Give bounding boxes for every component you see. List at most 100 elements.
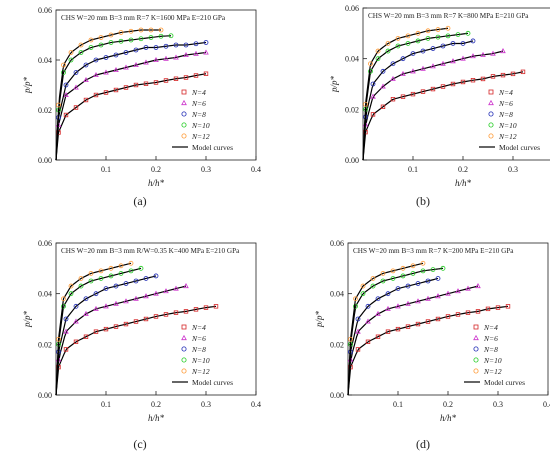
x-tick-label: 0.2 [458,165,468,174]
data-point [103,90,109,95]
data-point [440,84,446,89]
data-point [113,52,119,58]
legend-marker [181,334,187,341]
y-axis-label: p/p* [329,76,339,94]
model-curve [362,32,469,161]
legend: N=4 N=6 N=8 N=10 N=12 Model curves [172,88,233,152]
data-point [193,307,199,312]
data-point [88,270,94,276]
data-point [405,324,411,329]
data-point [63,82,69,88]
data-point [405,300,411,306]
data-point [385,41,391,46]
data-point [365,303,371,309]
data-point [93,329,99,334]
data-point [410,51,416,56]
y-tick-label: 0.00 [345,156,359,165]
data-point [68,57,74,63]
y-tick-label: 0.04 [38,56,52,65]
x-tick-label: 0.3 [201,165,211,174]
x-tick-label: 0.1 [408,165,418,174]
y-axis-label: p/p* [22,311,32,329]
data-point [83,76,89,82]
legend-label: Model curves [192,143,233,152]
x-axis-label: h/h* [148,413,165,423]
data-point [370,276,376,281]
data-point [400,265,406,271]
model-curve [347,267,444,396]
data-point [163,78,169,83]
data-point [430,63,436,69]
data-point [133,61,139,67]
data-point [375,310,381,316]
data-point [465,285,471,291]
legend-label: Model curves [499,143,540,152]
data-point [63,316,69,322]
data-point [68,50,74,55]
data-point [375,48,381,54]
data-point [395,36,401,41]
x-tick-label: 0.3 [493,400,503,409]
data-point [370,93,376,99]
data-point [203,49,209,55]
chart-panel-4: 0.00 0.02 0.04 0.06 0.1 0.2 0.3 0.4 p/p* h/h* CHS … [314,239,550,423]
data-point [435,293,441,299]
data-point [193,73,199,78]
data-point [363,101,368,107]
data-point [450,81,456,87]
x-tick-label: 0.4 [543,400,550,409]
data-point [103,303,109,309]
data-point [470,78,476,83]
data-point [450,41,456,46]
data-point [73,105,79,110]
data-point [118,270,124,276]
data-point [93,57,99,63]
data-point [118,30,124,35]
model-curve [55,275,157,396]
data-point [173,42,179,48]
data-point [395,326,401,332]
model-curve [55,262,132,396]
data-point [440,60,446,66]
model-curve [362,40,474,161]
data-point [420,89,426,94]
legend-label: N=8 [191,110,206,119]
legend-label: N=8 [191,345,206,354]
y-tick-label: 0.04 [330,290,344,299]
data-point [61,62,66,68]
data-point [103,69,109,75]
data-point [158,33,164,39]
data-point [368,68,373,74]
y-tick-label: 0.02 [38,106,52,115]
legend-label: N=6 [191,334,206,343]
model-curve [347,305,509,396]
data-point [430,46,436,51]
data-point [183,42,189,48]
data-point [415,30,421,36]
legend-label: N=4 [498,88,513,97]
data-point [123,281,129,286]
data-point [203,305,209,310]
data-point [193,50,199,56]
y-tick-label: 0.04 [38,290,52,299]
x-tick-label: 0.3 [201,400,211,409]
panel-condition-text: CHS W=20 mm B=3 mm R/W=0.35 K=400 MPa E=… [61,247,240,255]
data-point [410,263,416,269]
legend-label: N=10 [191,121,210,130]
data-point [445,290,451,296]
legend: N=4 N=6 N=8 N=10 N=12 Model curves [172,323,233,387]
data-point [435,27,441,32]
data-point [88,278,94,284]
data-point [435,316,441,322]
data-point [163,43,169,49]
legend-marker [473,346,479,352]
data-point [425,36,431,41]
data-point [390,276,396,281]
data-point [425,278,431,284]
y-tick-label: 0.06 [38,239,52,248]
data-point [73,84,79,90]
data-point [63,91,69,97]
data-point [425,28,431,34]
data-point [380,83,386,89]
data-point [455,32,461,37]
